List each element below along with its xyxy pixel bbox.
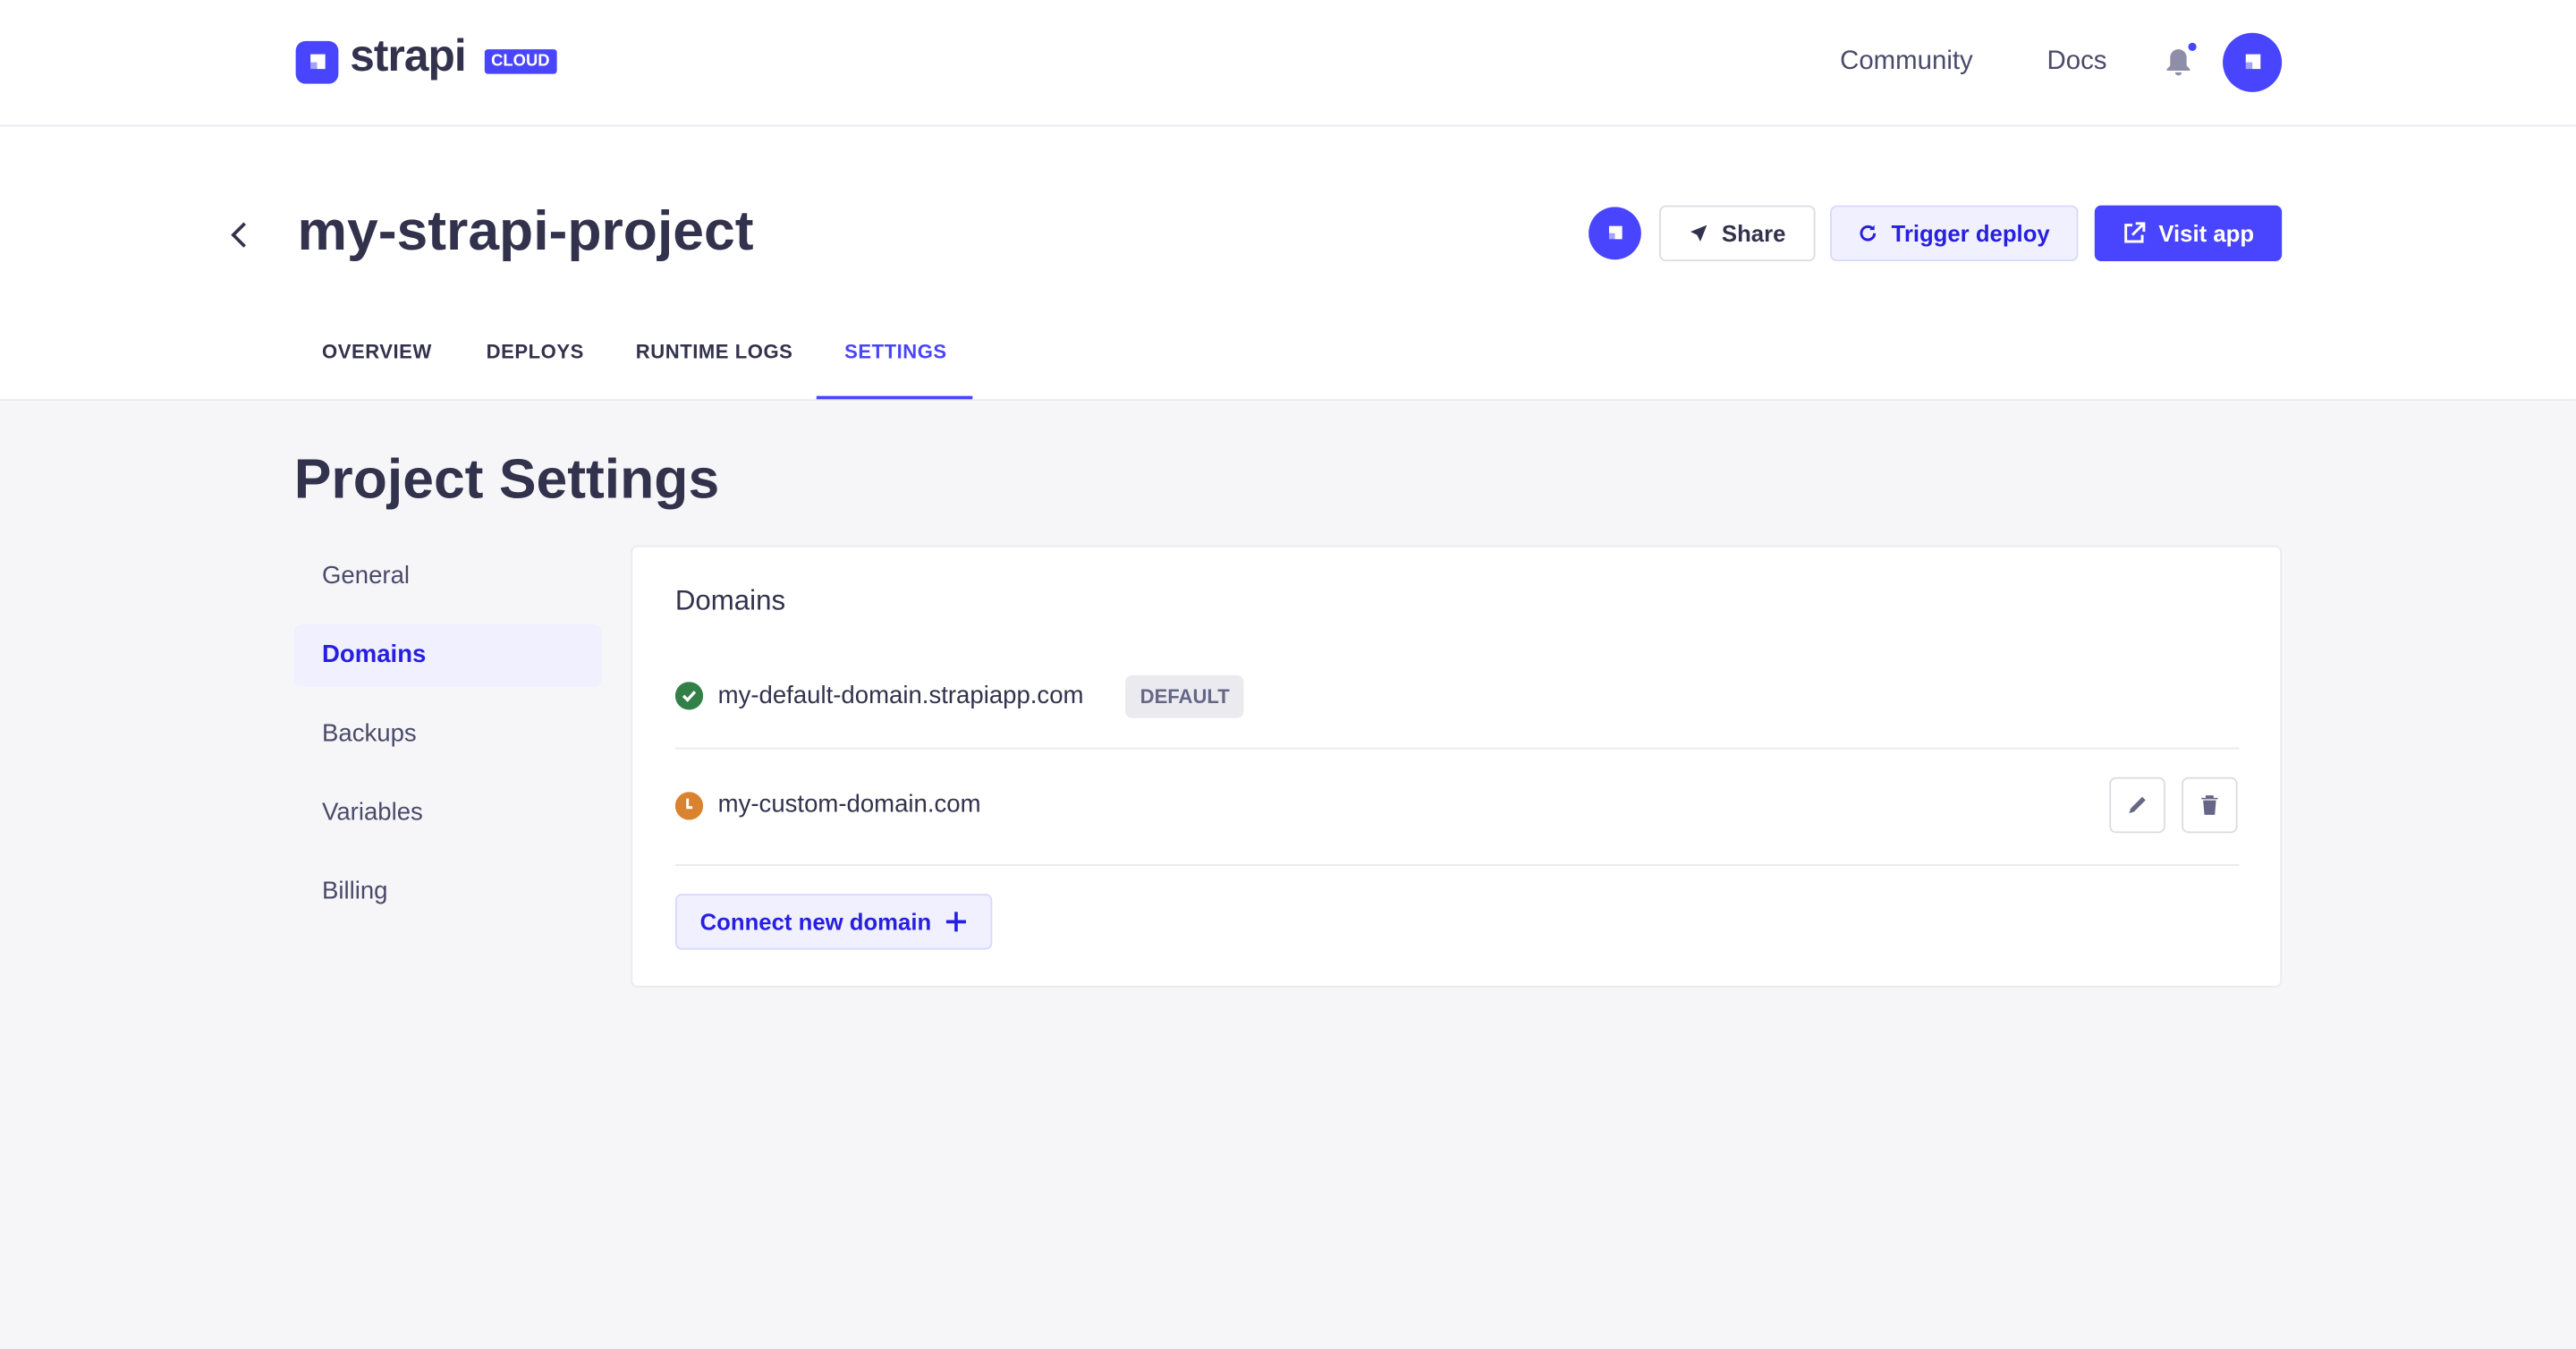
pending-clock-icon: [674, 792, 704, 827]
share-button[interactable]: Share: [1659, 205, 1816, 262]
refresh-icon: [1860, 225, 1877, 242]
back-chevron-icon[interactable]: [226, 220, 252, 258]
top-header: strapi CLOUD Community Docs: [0, 0, 2576, 127]
connect-new-domain-button[interactable]: Connect new domain: [674, 894, 993, 950]
divider: [674, 747, 2240, 750]
trigger-deploy-label: Trigger deploy: [1891, 220, 2050, 247]
cloud-badge: CLOUD: [484, 49, 556, 74]
trigger-deploy-button[interactable]: Trigger deploy: [1830, 205, 2079, 262]
page-title: Project Settings: [293, 448, 720, 512]
tab-runtime-logs[interactable]: RUNTIME LOGS: [635, 340, 793, 363]
domain-name: my-default-domain.strapiapp.com: [717, 682, 1084, 710]
edit-domain-button[interactable]: [2109, 776, 2165, 834]
strapi-logo-icon[interactable]: [295, 40, 339, 84]
tab-overview[interactable]: OVERVIEW: [321, 340, 432, 363]
notification-dot: [2188, 42, 2197, 51]
domain-name: my-custom-domain.com: [717, 790, 981, 819]
pencil-icon: [2129, 796, 2146, 814]
sidebar-item-variables[interactable]: Variables: [321, 798, 423, 827]
bell-icon[interactable]: [2165, 42, 2197, 85]
project-title: my-strapi-project: [297, 200, 754, 263]
sidebar-item-general[interactable]: General: [321, 562, 411, 590]
docs-link[interactable]: Docs: [2046, 47, 2107, 76]
trash-icon: [2201, 795, 2218, 815]
divider: [674, 864, 2240, 866]
active-tab-indicator: [816, 395, 973, 400]
visit-app-label: Visit app: [2158, 220, 2255, 247]
verified-check-icon: [674, 682, 704, 717]
tab-deploys[interactable]: DEPLOYS: [486, 340, 584, 363]
project-avatar: [1589, 207, 1641, 260]
user-avatar[interactable]: [2223, 32, 2283, 92]
sidebar-item-domains[interactable]: Domains: [293, 624, 602, 687]
plus-icon: [945, 912, 966, 932]
sidebar-item-backups[interactable]: Backups: [321, 719, 417, 748]
sidebar-item-billing[interactable]: Billing: [321, 877, 388, 906]
delete-domain-button[interactable]: [2182, 776, 2238, 834]
community-link[interactable]: Community: [1840, 47, 1973, 76]
visit-app-button[interactable]: Visit app: [2094, 205, 2283, 262]
default-badge: DEFAULT: [1125, 674, 1245, 718]
connect-label: Connect new domain: [699, 908, 932, 936]
send-icon: [1690, 225, 1707, 242]
project-header: [0, 126, 2576, 402]
external-link-icon: [2124, 222, 2146, 243]
brand-name: strapi: [350, 30, 466, 81]
domains-title: Domains: [674, 584, 786, 616]
tab-settings[interactable]: SETTINGS: [844, 340, 947, 363]
share-label: Share: [1721, 220, 1786, 247]
